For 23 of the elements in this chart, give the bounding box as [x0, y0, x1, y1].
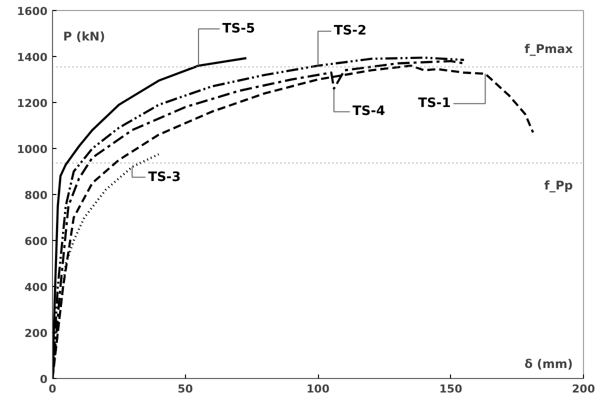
series-label: TS-3: [148, 170, 181, 185]
series-label: TS-4: [352, 104, 386, 120]
x-tick-label: 50: [178, 382, 194, 396]
series-label: TS-2: [334, 24, 367, 39]
y-tick-label: 200: [24, 327, 48, 340]
x-axis-title: δ (mm): [524, 357, 573, 372]
y-tick-label: 800: [24, 189, 48, 202]
y-tick-label: 600: [24, 235, 48, 248]
x-tick-label: 100: [306, 382, 330, 396]
series-label: TS-5: [222, 21, 256, 36]
y-tick-label: 1200: [16, 97, 48, 110]
y-tick-label: 1000: [16, 143, 48, 156]
y-axis-title: P (kN): [63, 30, 106, 44]
y-tick-label: 400: [24, 281, 48, 294]
ref-line-label: f_Pp: [544, 178, 574, 192]
x-tick-label: 200: [572, 382, 596, 396]
x-tick-label: 150: [439, 382, 463, 396]
y-tick-label: 1600: [16, 5, 48, 18]
ref-line-label: f_Pmax: [524, 42, 574, 56]
y-tick-label: 1400: [16, 51, 48, 64]
y-tick-label: 0: [40, 373, 48, 386]
series-label: TS-1: [418, 96, 451, 112]
x-tick-label: 0: [48, 382, 57, 396]
